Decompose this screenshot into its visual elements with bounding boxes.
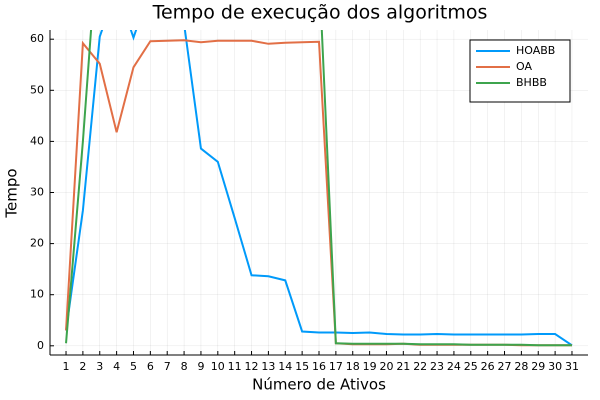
x-tick-label: 23 <box>430 360 444 373</box>
legend-label: BHBB <box>516 76 547 89</box>
y-tick-label: 30 <box>30 186 44 199</box>
x-tick-label: 21 <box>396 360 410 373</box>
x-tick-label: 22 <box>413 360 427 373</box>
x-tick-label: 16 <box>312 360 326 373</box>
x-tick-label: 4 <box>113 360 120 373</box>
x-tick-label: 10 <box>211 360 225 373</box>
x-axis-label: Número de Ativos <box>252 376 386 394</box>
x-tick-label: 15 <box>295 360 309 373</box>
x-tick-label: 19 <box>363 360 377 373</box>
x-tick-label: 18 <box>346 360 360 373</box>
plot-area <box>65 30 573 347</box>
x-tick-label: 3 <box>96 360 103 373</box>
x-tick-label: 24 <box>447 360 461 373</box>
x-tick-label: 5 <box>130 360 137 373</box>
grid <box>50 30 588 355</box>
x-tick-label: 8 <box>181 360 188 373</box>
x-tick-label: 27 <box>498 360 512 373</box>
x-tick-label: 26 <box>481 360 495 373</box>
x-tick-label: 17 <box>329 360 343 373</box>
y-tick-label: 20 <box>30 237 44 250</box>
x-tick-label: 13 <box>261 360 275 373</box>
y-tick-label: 0 <box>37 339 44 352</box>
x-tick-label: 6 <box>147 360 154 373</box>
x-tick-label: 9 <box>197 360 204 373</box>
x-tick-label: 7 <box>164 360 171 373</box>
legend: HOABB OA BHBB <box>469 39 571 103</box>
x-tick-label: 1 <box>63 360 70 373</box>
legend-label: HOABB <box>516 44 555 57</box>
y-tick-label: 60 <box>30 32 44 45</box>
legend-label: OA <box>516 60 532 73</box>
x-tick-label: 25 <box>464 360 478 373</box>
x-tick-label: 30 <box>548 360 562 373</box>
y-axis-label: Tempo <box>3 168 21 218</box>
y-tick-label: 40 <box>30 134 44 147</box>
y-tick-label: 10 <box>30 288 44 301</box>
x-tick-label: 11 <box>228 360 242 373</box>
x-tick-label: 20 <box>379 360 393 373</box>
y-tick-label: 50 <box>30 83 44 96</box>
x-tick-label: 14 <box>278 360 292 373</box>
line-series <box>65 30 572 347</box>
x-tick-label: 29 <box>531 360 545 373</box>
x-tick-label: 28 <box>514 360 528 373</box>
x-tick-label: 2 <box>79 360 86 373</box>
chart-title: Tempo de execução dos algoritmos <box>152 2 488 24</box>
x-tick-label: 31 <box>565 360 579 373</box>
line-series <box>65 30 573 347</box>
x-tick-label: 12 <box>245 360 259 373</box>
